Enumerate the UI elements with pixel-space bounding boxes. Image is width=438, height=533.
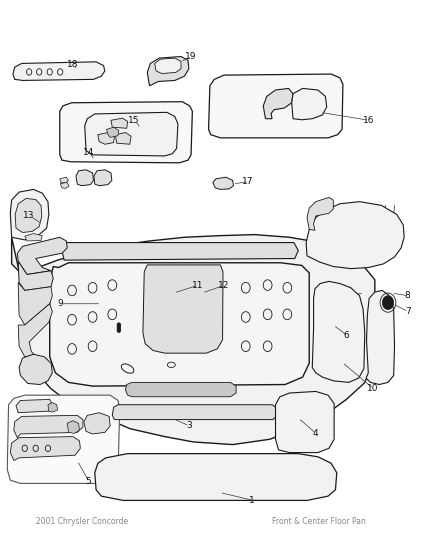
Polygon shape bbox=[365, 290, 394, 384]
Polygon shape bbox=[111, 118, 127, 128]
Text: 12: 12 bbox=[218, 280, 229, 289]
Polygon shape bbox=[15, 198, 42, 232]
Polygon shape bbox=[85, 112, 177, 156]
Polygon shape bbox=[11, 189, 49, 240]
Polygon shape bbox=[291, 88, 326, 120]
Polygon shape bbox=[212, 177, 233, 189]
Polygon shape bbox=[154, 58, 180, 74]
Text: 10: 10 bbox=[366, 384, 378, 393]
Polygon shape bbox=[125, 382, 236, 397]
Text: 11: 11 bbox=[191, 280, 203, 289]
Polygon shape bbox=[11, 437, 80, 461]
Text: Front & Center Floor Pan: Front & Center Floor Pan bbox=[272, 517, 365, 526]
Polygon shape bbox=[60, 102, 192, 163]
Polygon shape bbox=[76, 169, 93, 185]
Polygon shape bbox=[306, 197, 332, 230]
Text: 15: 15 bbox=[128, 116, 140, 125]
Circle shape bbox=[117, 323, 120, 327]
Polygon shape bbox=[25, 233, 42, 241]
Circle shape bbox=[381, 296, 393, 310]
Text: 1: 1 bbox=[249, 496, 254, 505]
Polygon shape bbox=[112, 405, 277, 419]
Text: 16: 16 bbox=[362, 116, 373, 125]
Polygon shape bbox=[115, 133, 131, 144]
Polygon shape bbox=[14, 415, 83, 438]
Polygon shape bbox=[12, 235, 374, 445]
Polygon shape bbox=[18, 282, 52, 325]
Text: 14: 14 bbox=[82, 148, 94, 157]
Polygon shape bbox=[18, 304, 52, 357]
Polygon shape bbox=[143, 265, 223, 353]
Polygon shape bbox=[106, 127, 119, 138]
Text: 4: 4 bbox=[312, 430, 318, 439]
Polygon shape bbox=[18, 261, 53, 290]
Polygon shape bbox=[67, 421, 79, 433]
Text: 3: 3 bbox=[186, 422, 191, 431]
Polygon shape bbox=[311, 281, 364, 382]
Polygon shape bbox=[263, 88, 292, 119]
Text: 8: 8 bbox=[404, 291, 410, 300]
Text: 18: 18 bbox=[67, 60, 78, 69]
Polygon shape bbox=[49, 263, 308, 386]
Polygon shape bbox=[16, 399, 52, 413]
Polygon shape bbox=[13, 62, 105, 80]
Polygon shape bbox=[7, 395, 120, 483]
Polygon shape bbox=[19, 354, 52, 384]
Text: 9: 9 bbox=[57, 299, 63, 308]
Text: 13: 13 bbox=[23, 212, 35, 221]
Polygon shape bbox=[208, 74, 342, 138]
Text: 7: 7 bbox=[404, 307, 410, 316]
Circle shape bbox=[117, 328, 120, 333]
Polygon shape bbox=[84, 413, 110, 434]
Circle shape bbox=[117, 326, 120, 330]
Text: 5: 5 bbox=[85, 478, 91, 486]
Polygon shape bbox=[60, 182, 69, 188]
Polygon shape bbox=[305, 201, 403, 269]
Polygon shape bbox=[275, 391, 333, 453]
Polygon shape bbox=[95, 454, 336, 500]
Text: 6: 6 bbox=[343, 331, 349, 340]
Polygon shape bbox=[17, 237, 67, 274]
Text: 19: 19 bbox=[185, 52, 196, 61]
Polygon shape bbox=[98, 133, 114, 144]
Text: 2001 Chrysler Concorde: 2001 Chrysler Concorde bbox=[35, 517, 127, 526]
Text: 17: 17 bbox=[242, 177, 253, 186]
Polygon shape bbox=[60, 177, 68, 183]
Polygon shape bbox=[48, 402, 57, 412]
Polygon shape bbox=[62, 243, 297, 260]
Polygon shape bbox=[94, 169, 112, 185]
Polygon shape bbox=[147, 56, 188, 86]
